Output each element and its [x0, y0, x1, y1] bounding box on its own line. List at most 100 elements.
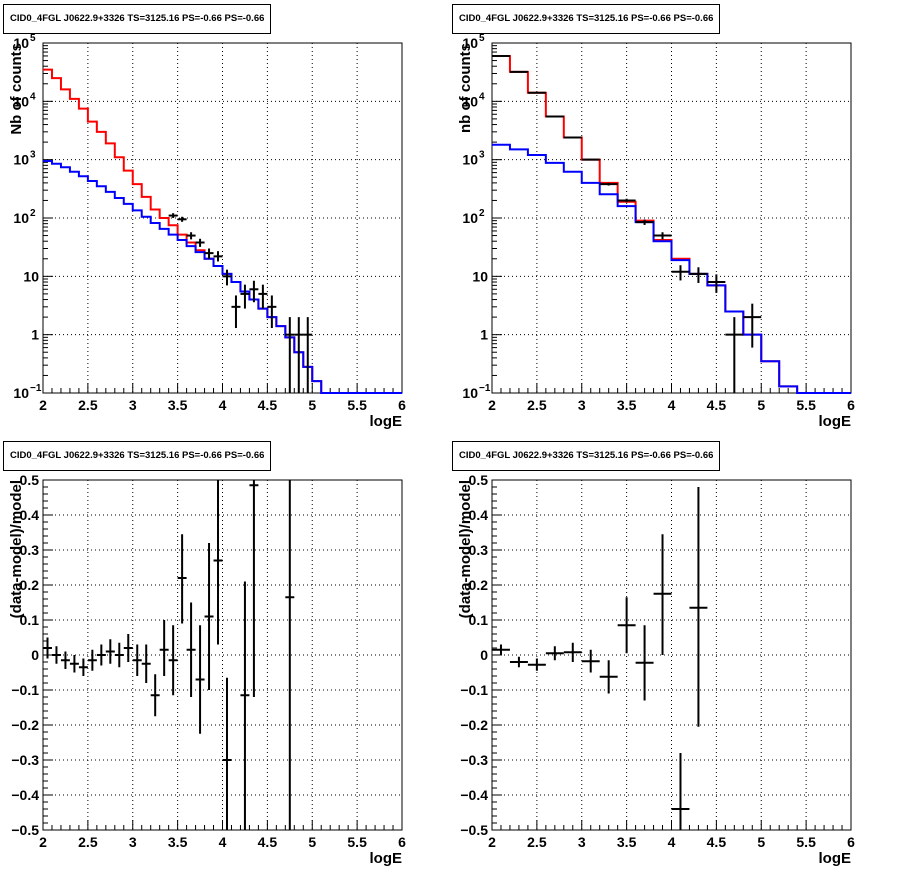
x-tick-label: 3 — [578, 834, 586, 850]
model-background-histogram — [492, 143, 851, 394]
y-tick-exponent: −1 — [30, 383, 42, 394]
chart-title: CID0_4FGL J0622.9+3326 TS=3125.16 PS=-0.… — [452, 441, 721, 471]
x-tick-label: 2 — [488, 834, 496, 850]
y-tick-exponent: 4 — [479, 91, 485, 102]
y-tick-label: 0.1 — [20, 612, 40, 628]
y-axis-label: nb of counts — [457, 43, 474, 133]
y-tick-label: 10 — [13, 152, 29, 168]
y-tick-label: 0 — [480, 647, 488, 663]
x-tick-label: 4 — [668, 397, 676, 413]
x-axis-label: logE — [819, 413, 852, 430]
y-tick-label: 10 — [462, 152, 478, 168]
chart-title: CID0_4FGL J0622.9+3326 TS=3125.16 PS=-0.… — [3, 441, 272, 471]
pad-top-right: CID0_4FGL J0622.9+3326 TS=3125.16 PS=-0.… — [449, 0, 898, 437]
x-axis-label: logE — [819, 850, 852, 867]
x-tick-label: 3.5 — [168, 834, 188, 850]
x-tick-label: 6 — [398, 397, 406, 413]
pad-top-left: CID0_4FGL J0622.9+3326 TS=3125.16 PS=-0.… — [0, 0, 449, 437]
x-axis-label: logE — [370, 850, 403, 867]
y-tick-exponent: 5 — [479, 33, 485, 44]
x-tick-label: 6 — [398, 834, 406, 850]
y-tick-label: 10 — [13, 210, 29, 226]
y-tick-label: −0.5 — [460, 822, 488, 838]
x-tick-label: 5.5 — [796, 397, 816, 413]
x-tick-label: 4 — [668, 834, 676, 850]
y-tick-label: 10 — [472, 268, 488, 284]
pad-bottom-left: CID0_4FGL J0622.9+3326 TS=3125.16 PS=-0.… — [0, 437, 449, 874]
y-tick-label: −0.4 — [460, 787, 488, 803]
x-tick-label: 2 — [39, 397, 47, 413]
chart-title: CID0_4FGL J0622.9+3326 TS=3125.16 PS=-0.… — [452, 4, 721, 34]
x-tick-label: 2 — [39, 834, 47, 850]
y-tick-label: 0.2 — [469, 577, 489, 593]
y-tick-label: 10 — [462, 35, 478, 51]
x-tick-label: 5 — [308, 397, 316, 413]
y-tick-label: −0.5 — [11, 822, 39, 838]
y-tick-label: 10 — [13, 385, 29, 401]
y-tick-label: 10 — [462, 210, 478, 226]
y-tick-label: 0.3 — [20, 542, 40, 558]
y-axis-label: Nb of counts — [8, 43, 25, 135]
x-tick-label: 2.5 — [527, 397, 547, 413]
y-axis-label: (data-model)/model — [8, 480, 25, 618]
y-tick-exponent: −1 — [479, 383, 491, 394]
x-tick-label: 4 — [219, 834, 227, 850]
x-tick-label: 3 — [578, 397, 586, 413]
x-tick-label: 3 — [129, 834, 137, 850]
x-tick-label: 3.5 — [168, 397, 188, 413]
model-background-histogram — [43, 159, 402, 394]
x-tick-label: 4.5 — [258, 397, 278, 413]
y-tick-label: 0.2 — [20, 577, 40, 593]
chart-bottom-left: 2 2.5 3 3.5 4 4.5 5 5.5 6 −0.5 −0.4 −0.3 −0.2 −0.1 0 0.… — [8, 472, 406, 867]
y-tick-exponent: 2 — [30, 208, 36, 219]
chart-bottom-right: 2 2.5 3 3.5 4 4.5 5 5.5 6 −0.5 −0.4 −0.3 −0.2 −0.1 0 0.… — [457, 472, 855, 867]
x-tick-label: 5.5 — [796, 834, 816, 850]
x-tick-label: 5.5 — [347, 834, 367, 850]
y-tick-label: 10 — [13, 35, 29, 51]
chart-title: CID0_4FGL J0622.9+3326 TS=3125.16 PS=-0.… — [3, 4, 272, 34]
y-tick-exponent: 4 — [30, 91, 36, 102]
x-tick-label: 5 — [757, 834, 765, 850]
y-tick-label: −0.1 — [460, 682, 488, 698]
x-tick-label: 6 — [847, 397, 855, 413]
y-tick-exponent: 3 — [479, 150, 485, 161]
y-tick-label: −0.3 — [11, 752, 39, 768]
y-tick-exponent: 2 — [479, 208, 485, 219]
x-tick-label: 2.5 — [527, 834, 547, 850]
x-tick-label: 5.5 — [347, 397, 367, 413]
y-tick-exponent: 3 — [30, 150, 36, 161]
x-tick-label: 2 — [488, 397, 496, 413]
x-tick-label: 5 — [308, 834, 316, 850]
pad-bottom-right: CID0_4FGL J0622.9+3326 TS=3125.16 PS=-0.… — [449, 437, 898, 874]
y-tick-label: 0.3 — [469, 542, 489, 558]
y-tick-label: 0.5 — [469, 472, 489, 488]
x-tick-label: 2.5 — [78, 834, 98, 850]
x-tick-label: 4.5 — [707, 397, 727, 413]
y-tick-label: −0.2 — [11, 717, 39, 733]
y-tick-label: −0.3 — [460, 752, 488, 768]
y-tick-label: 0.1 — [469, 612, 489, 628]
y-tick-label: 10 — [23, 268, 39, 284]
x-tick-label: 4.5 — [707, 834, 727, 850]
x-tick-label: 2.5 — [78, 397, 98, 413]
x-axis-label: logE — [370, 413, 403, 430]
x-tick-label: 3.5 — [617, 834, 637, 850]
x-tick-label: 3.5 — [617, 397, 637, 413]
x-tick-label: 6 — [847, 834, 855, 850]
y-tick-label: −0.1 — [11, 682, 39, 698]
y-tick-label: 1 — [480, 327, 488, 343]
y-tick-label: −0.4 — [11, 787, 39, 803]
y-axis-label: (data-model)/model — [457, 480, 474, 618]
y-tick-label: −0.2 — [460, 717, 488, 733]
y-tick-label: 0.5 — [20, 472, 40, 488]
model-total-histogram — [492, 54, 851, 394]
y-tick-label: 10 — [13, 93, 29, 109]
x-tick-label: 4 — [219, 397, 227, 413]
x-tick-label: 3 — [129, 397, 137, 413]
y-tick-label: 10 — [462, 93, 478, 109]
y-tick-label: 10 — [462, 385, 478, 401]
y-tick-label: 1 — [31, 327, 39, 343]
y-tick-label: 0 — [31, 647, 39, 663]
